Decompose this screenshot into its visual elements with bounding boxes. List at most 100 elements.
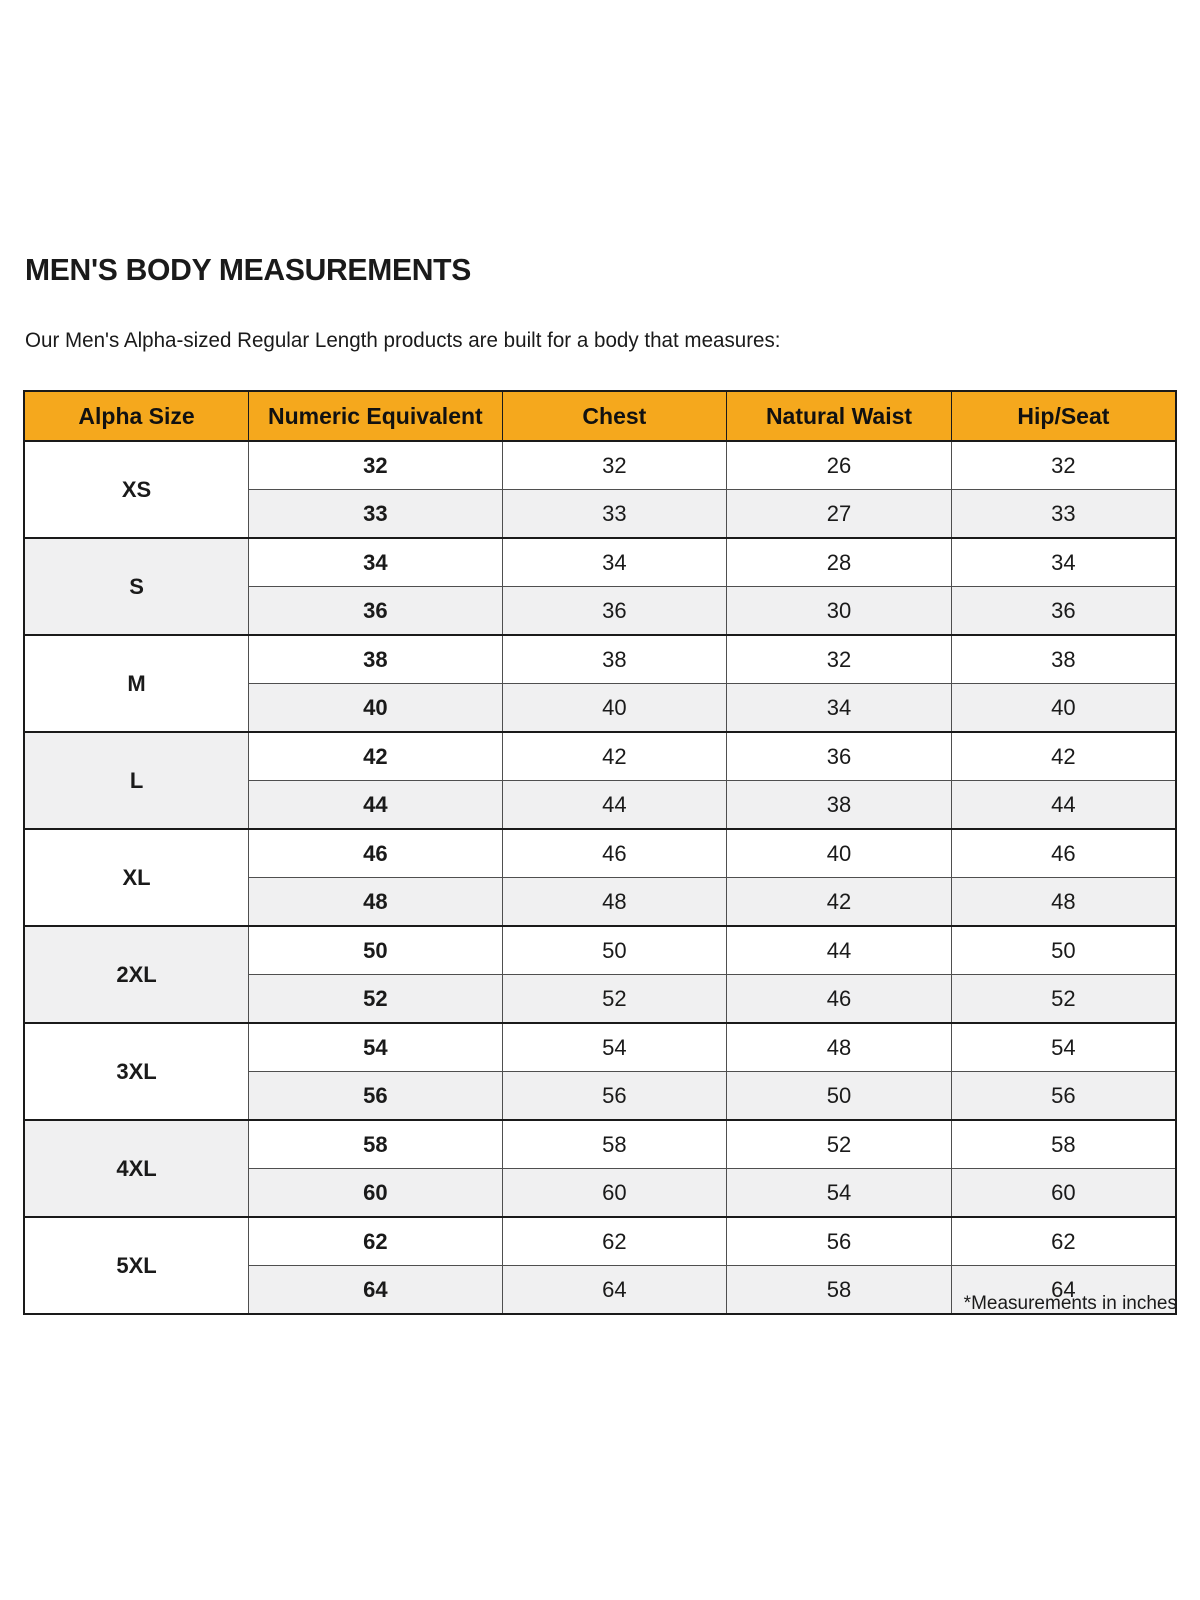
measurements-table: Alpha Size Numeric Equivalent Chest Natu… [23,390,1177,1315]
table-row: 2XL 50 50 44 50 [23,925,1177,1024]
natural-waist-cell: 52 [726,1119,952,1169]
chest-cell: 46 [501,828,728,878]
col-header-numeric-equivalent: Numeric Equivalent [248,390,503,442]
numeric-equivalent-cell: 60 [248,1168,503,1218]
col-header-natural-waist: Natural Waist [726,390,952,442]
natural-waist-cell: 27 [726,489,952,539]
alpha-size-cell: 3XL [23,1022,250,1121]
table-row: 4XL 58 58 52 58 [23,1119,1177,1218]
table-row: 56 56 50 56 [24,1071,1177,1121]
numeric-equivalent-cell: 36 [248,586,503,636]
natural-waist-cell: 34 [726,683,952,733]
col-header-hip-seat: Hip/Seat [950,390,1177,442]
numeric-equivalent-cell: 56 [248,1071,503,1121]
hip-seat-cell: 62 [950,1216,1177,1266]
numeric-equivalent-cell: 42 [248,731,503,781]
hip-seat-cell: 32 [950,440,1177,490]
table-row: 48 48 42 48 [24,877,1177,927]
hip-seat-cell: 52 [950,974,1177,1024]
hip-seat-cell: 54 [950,1022,1177,1072]
numeric-equivalent-cell: 38 [248,634,503,684]
table-row: 36 36 30 36 [24,586,1177,636]
hip-seat-cell: 58 [950,1119,1177,1169]
alpha-size-cell: XL [23,828,250,927]
natural-waist-cell: 58 [726,1265,952,1315]
chest-cell: 48 [501,877,728,927]
natural-waist-cell: 38 [726,780,952,830]
alpha-size-cell: L [23,731,250,830]
table-row: 52 52 46 52 [24,974,1177,1024]
hip-seat-cell: 48 [950,877,1177,927]
natural-waist-cell: 54 [726,1168,952,1218]
page-subtitle: Our Men's Alpha-sized Regular Length pro… [25,329,781,352]
natural-waist-cell: 50 [726,1071,952,1121]
table-row: M 38 38 32 38 [23,634,1177,733]
table-row: 5XL 62 62 56 62 [23,1216,1177,1315]
chest-cell: 44 [501,780,728,830]
numeric-equivalent-cell: 52 [248,974,503,1024]
table-row: 60 60 54 60 [24,1168,1177,1218]
natural-waist-cell: 46 [726,974,952,1024]
table-row: XS 32 32 26 32 [23,440,1177,539]
hip-seat-cell: 40 [950,683,1177,733]
numeric-equivalent-cell: 58 [248,1119,503,1169]
table-row: S 34 34 28 34 [23,537,1177,636]
col-header-chest: Chest [501,390,728,442]
natural-waist-cell: 30 [726,586,952,636]
numeric-equivalent-cell: 34 [248,537,503,587]
alpha-size-cell: S [23,537,250,636]
natural-waist-cell: 56 [726,1216,952,1266]
numeric-equivalent-cell: 62 [248,1216,503,1266]
chest-cell: 50 [501,925,728,975]
hip-seat-cell: 50 [950,925,1177,975]
table-row: L 42 42 36 42 [23,731,1177,830]
hip-seat-cell: 64 [950,1265,1177,1315]
natural-waist-cell: 44 [726,925,952,975]
chest-cell: 42 [501,731,728,781]
chest-cell: 33 [501,489,728,539]
natural-waist-cell: 40 [726,828,952,878]
numeric-equivalent-cell: 33 [248,489,503,539]
chest-cell: 40 [501,683,728,733]
table-row: 64 64 58 64 [24,1265,1177,1315]
chest-cell: 32 [501,440,728,490]
natural-waist-cell: 36 [726,731,952,781]
col-header-alpha-size: Alpha Size [23,390,250,442]
table-row: 33 33 27 33 [24,489,1177,539]
chest-cell: 60 [501,1168,728,1218]
chest-cell: 52 [501,974,728,1024]
alpha-size-cell: 5XL [23,1216,250,1315]
natural-waist-cell: 26 [726,440,952,490]
chest-cell: 54 [501,1022,728,1072]
hip-seat-cell: 60 [950,1168,1177,1218]
hip-seat-cell: 46 [950,828,1177,878]
alpha-size-cell: XS [23,440,250,539]
hip-seat-cell: 36 [950,586,1177,636]
hip-seat-cell: 38 [950,634,1177,684]
numeric-equivalent-cell: 64 [248,1265,503,1315]
numeric-equivalent-cell: 44 [248,780,503,830]
hip-seat-cell: 34 [950,537,1177,587]
numeric-equivalent-cell: 40 [248,683,503,733]
natural-waist-cell: 42 [726,877,952,927]
natural-waist-cell: 32 [726,634,952,684]
chest-cell: 58 [501,1119,728,1169]
chest-cell: 38 [501,634,728,684]
alpha-size-cell: 4XL [23,1119,250,1218]
hip-seat-cell: 42 [950,731,1177,781]
table-row: XL 46 46 40 46 [23,828,1177,927]
chest-cell: 34 [501,537,728,587]
chest-cell: 64 [501,1265,728,1315]
table-header-row: Alpha Size Numeric Equivalent Chest Natu… [23,390,1177,442]
table-row: 3XL 54 54 48 54 [23,1022,1177,1121]
natural-waist-cell: 48 [726,1022,952,1072]
footnote: *Measurements in inches [963,1293,1177,1314]
page-title: MEN'S BODY MEASUREMENTS [25,252,471,287]
hip-seat-cell: 56 [950,1071,1177,1121]
natural-waist-cell: 28 [726,537,952,587]
numeric-equivalent-cell: 50 [248,925,503,975]
numeric-equivalent-cell: 46 [248,828,503,878]
chest-cell: 62 [501,1216,728,1266]
table-row: 40 40 34 40 [24,683,1177,733]
